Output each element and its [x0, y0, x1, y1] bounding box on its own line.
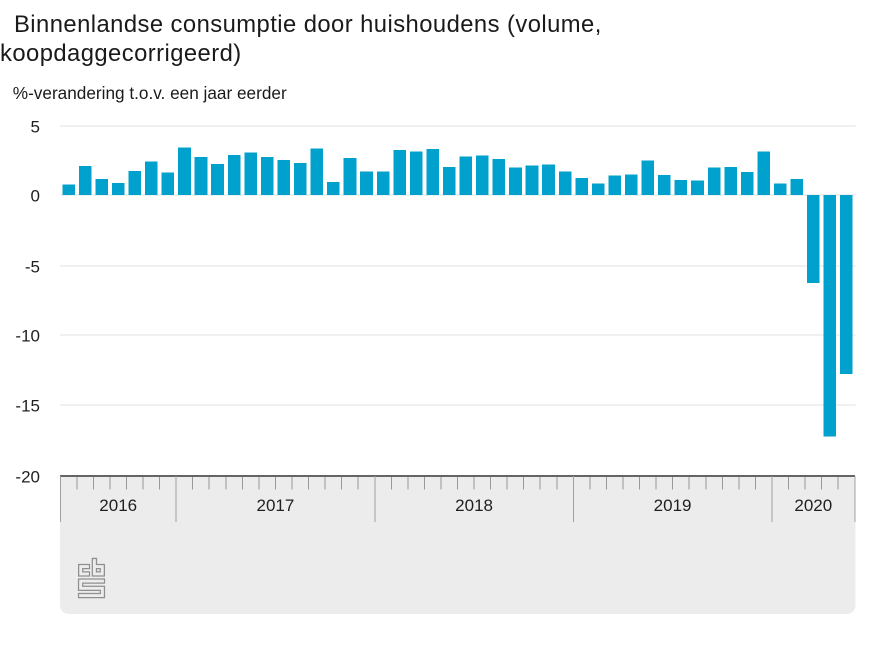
svg-text:2017: 2017	[256, 496, 294, 515]
svg-text:5: 5	[31, 118, 40, 137]
svg-text:2018: 2018	[455, 496, 493, 515]
svg-text:2020: 2020	[794, 496, 832, 515]
svg-text:-5: -5	[25, 258, 40, 277]
svg-text:-15: -15	[15, 397, 40, 416]
svg-text:2019: 2019	[654, 496, 692, 515]
svg-text:-20: -20	[15, 468, 40, 487]
svg-text:-10: -10	[15, 327, 40, 346]
svg-text:0: 0	[31, 187, 40, 206]
svg-text:2016: 2016	[99, 496, 137, 515]
